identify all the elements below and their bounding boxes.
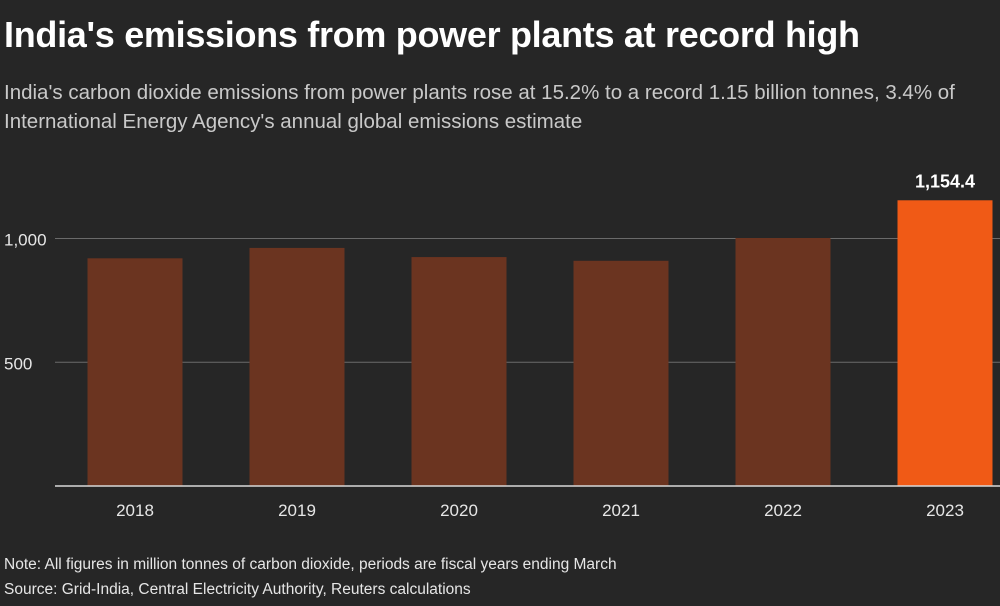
bar (249, 247, 345, 486)
source-note: Source: Grid-India, Central Electricity … (4, 581, 471, 598)
chart-title: India's emissions from power plants at r… (4, 14, 860, 55)
x-tick-label: 2022 (764, 501, 802, 520)
chart-subtitle: India's carbon dioxide emissions from po… (4, 81, 955, 133)
bar (411, 257, 507, 486)
x-tick-label: 2018 (116, 501, 154, 520)
x-tick-label: 2020 (440, 501, 478, 520)
bar-chart: 500 1,000 2018 2019 2020 2021 2022 2023 1,154.4 (4, 171, 1000, 520)
bar (87, 258, 183, 486)
x-tick-label: 2021 (602, 501, 640, 520)
bar (735, 238, 831, 486)
x-tick-label: 2023 (926, 501, 964, 520)
bar (897, 200, 993, 486)
x-tick-label: 2019 (278, 501, 316, 520)
y-tick-label: 500 (4, 354, 32, 373)
bar (573, 260, 669, 486)
data-label: 1,154.4 (915, 171, 975, 191)
y-tick-label: 1,000 (4, 231, 47, 250)
footnote: Note: All figures in million tonnes of c… (4, 556, 617, 573)
